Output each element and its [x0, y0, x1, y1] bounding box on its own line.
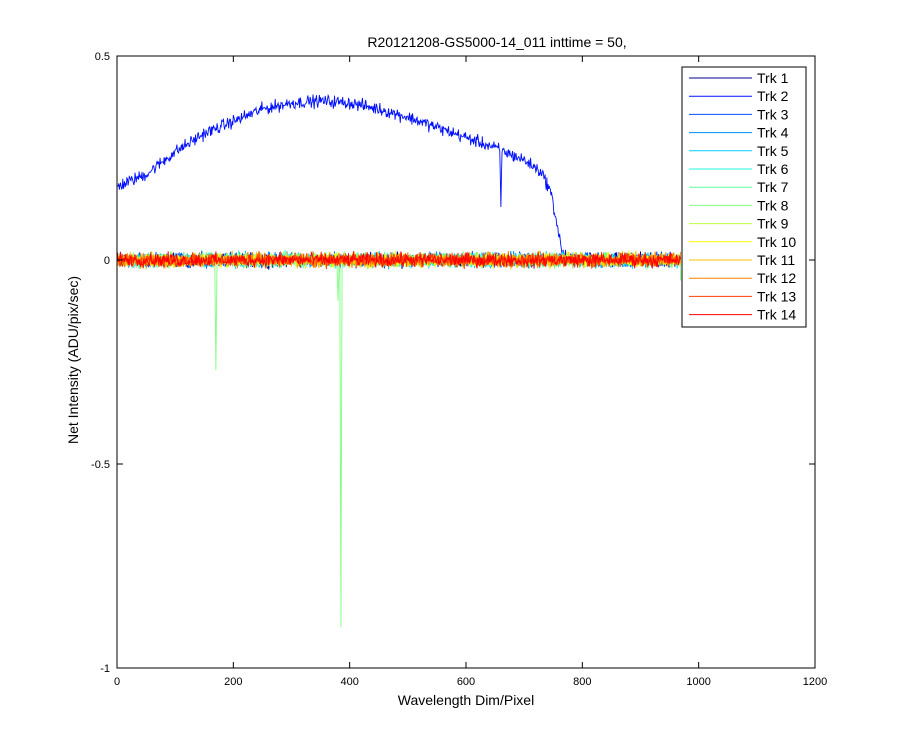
- series-line-14: [116, 250, 682, 269]
- y-tick-label: -1: [100, 663, 110, 675]
- legend-label: Trk 3: [757, 106, 789, 122]
- legend-label: Trk 13: [757, 288, 796, 304]
- x-axis-title: Wavelength Dim/Pixel: [398, 692, 534, 708]
- x-tick-label: 600: [457, 676, 475, 688]
- legend-box: [681, 66, 807, 328]
- legend-label: Trk 8: [757, 197, 789, 213]
- y-tick-label: -0.5: [91, 459, 110, 471]
- legend-label: Trk 5: [757, 143, 789, 159]
- x-tick-label: 1000: [686, 676, 710, 688]
- legend-label: Trk 11: [757, 252, 795, 268]
- legend-label: Trk 1: [757, 70, 789, 86]
- x-tick-label: 400: [340, 676, 358, 688]
- legend-label: Trk 7: [757, 179, 789, 195]
- legend-label: Trk 4: [757, 125, 789, 141]
- x-tick-label: 200: [224, 676, 242, 688]
- legend-label: Trk 14: [757, 307, 796, 323]
- legend-label: Trk 9: [757, 216, 789, 232]
- legend-label: Trk 10: [757, 234, 796, 250]
- x-tick-label: 800: [573, 676, 591, 688]
- x-tick-label: 1200: [803, 676, 827, 688]
- ticks-layer: 0 200 400 600 800 1000 1200 -1 -0.5 0 0.5: [91, 51, 827, 688]
- legend-label: Trk 2: [757, 88, 789, 104]
- y-axis-title: Net Intensity (ADU/pix/sec): [65, 276, 81, 444]
- legend-label: Trk 6: [757, 161, 789, 177]
- legend: Trk 1 Trk 2 Trk 3 Trk 4 Trk 5 Trk 6 Trk 7 Trk 8…: [681, 66, 807, 328]
- y-tick-label: 0: [104, 255, 110, 267]
- legend-label: Trk 12: [757, 270, 796, 286]
- chart-title: R20121208-GS5000-14_011 inttime = 50,: [367, 34, 626, 50]
- series-layer: [116, 93, 682, 628]
- x-tick-label: 0: [114, 676, 120, 688]
- y-tick-label: 0.5: [95, 51, 110, 63]
